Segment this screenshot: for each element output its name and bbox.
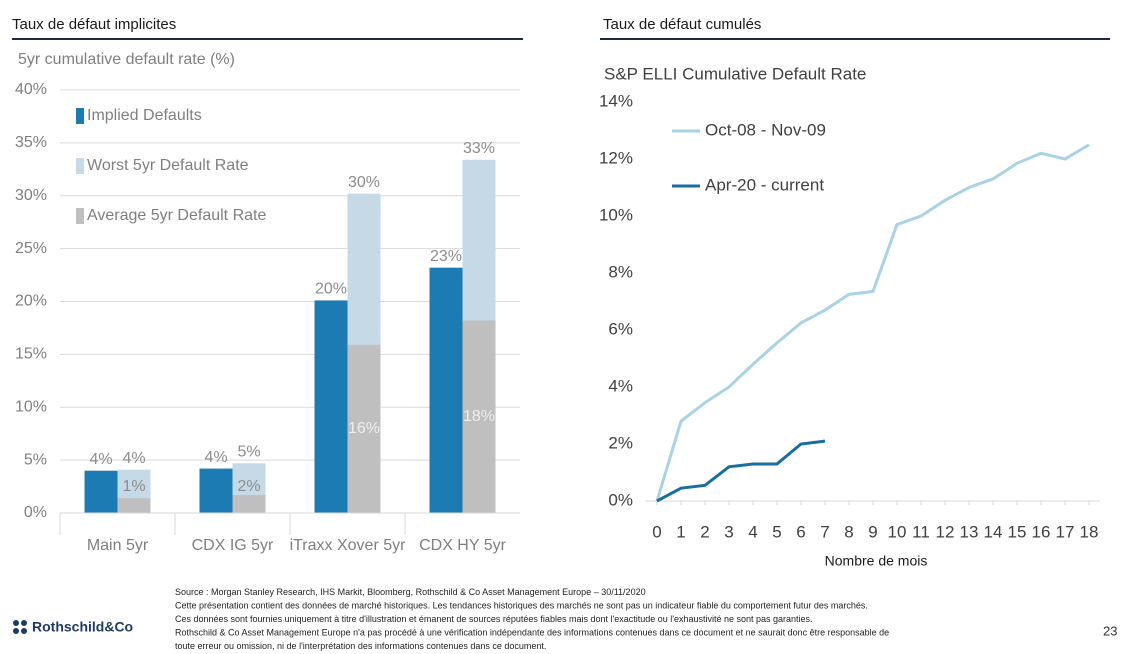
data-label: 4%: [204, 449, 227, 466]
footnote: Source : Morgan Stanley Research, IHS Ma…: [175, 587, 646, 597]
footnote: Cette présentation contient des données …: [175, 601, 868, 611]
x-tick-label: 3: [724, 522, 733, 541]
bar: [429, 267, 463, 513]
x-tick-label: 18: [1080, 522, 1099, 541]
x-tick-label: CDX HY 5yr: [419, 537, 507, 554]
logo-text: Rothschild&Co: [32, 619, 133, 635]
y-tick-label: 12%: [599, 148, 633, 167]
y-tick-label: 25%: [15, 240, 47, 257]
data-label: 5%: [237, 444, 260, 461]
x-axis-label: Nombre de mois: [825, 553, 928, 569]
x-tick-label: 7: [820, 522, 829, 541]
data-label: 4%: [122, 450, 145, 467]
y-tick-label: 0%: [24, 504, 47, 521]
y-tick-label: 4%: [608, 376, 633, 395]
x-tick-label: 12: [936, 522, 955, 541]
x-tick-label: iTraxx Xover 5yr: [290, 537, 407, 554]
x-tick-label: 9: [868, 522, 877, 541]
panel-title: Taux de défaut implicites: [12, 16, 176, 33]
bar: [117, 498, 151, 513]
legend-label: Average 5yr Default Rate: [87, 207, 266, 224]
footnote: Rothschild & Co Asset Management Europe …: [175, 628, 889, 638]
footnote: Ces données sont fournies uniquement à t…: [175, 614, 813, 624]
logo: Rothschild&Co: [13, 619, 133, 635]
x-tick-label: 1: [676, 522, 685, 541]
legend-label: Implied Defaults: [87, 107, 202, 124]
x-tick-label: 15: [1008, 522, 1027, 541]
panel-title: Taux de défaut cumulés: [603, 16, 761, 33]
data-label: 33%: [463, 140, 495, 157]
bar: [199, 468, 233, 513]
line-series: [656, 439, 826, 503]
x-tick-label: 17: [1056, 522, 1075, 541]
data-label: 20%: [315, 281, 347, 298]
data-label: 23%: [430, 248, 462, 265]
data-label: 4%: [89, 451, 112, 468]
x-tick-label: 16: [1032, 522, 1051, 541]
y-tick-label: 2%: [608, 433, 633, 452]
y-tick-label: 8%: [608, 262, 633, 281]
y-tick-label: 5%: [24, 451, 47, 468]
y-tick-label: 20%: [15, 293, 47, 310]
x-tick-label: 8: [844, 522, 853, 541]
y-tick-label: 15%: [15, 346, 47, 363]
page-number: 23: [1103, 623, 1117, 638]
x-tick-label: 4: [748, 522, 757, 541]
data-label: 16%: [348, 420, 380, 437]
data-label: 2%: [237, 478, 260, 495]
x-tick-label: 13: [960, 522, 979, 541]
y-tick-label: 35%: [15, 134, 47, 151]
bar: [314, 300, 348, 513]
legend-label: Apr-20 - current: [705, 175, 824, 194]
x-tick-label: 14: [984, 522, 1003, 541]
x-tick-label: 2: [700, 522, 709, 541]
legend-swatch: [76, 208, 84, 224]
data-label: 30%: [348, 174, 380, 191]
legend-swatch: [76, 158, 84, 174]
y-tick-label: 14%: [599, 91, 633, 110]
bar: [347, 344, 381, 513]
x-tick-label: CDX IG 5yr: [192, 537, 274, 554]
legend-label: Worst 5yr Default Rate: [87, 157, 249, 174]
x-tick-label: 5: [772, 522, 781, 541]
y-tick-label: 10%: [15, 398, 47, 415]
x-tick-label: 11: [912, 522, 930, 541]
y-tick-label: 10%: [599, 205, 633, 224]
bar: [84, 470, 118, 513]
data-label: 1%: [122, 478, 145, 495]
footnote: toute erreur ou omission, ni de l'interp…: [175, 641, 546, 651]
x-tick-label: 0: [652, 522, 661, 541]
y-tick-label: 30%: [15, 187, 47, 204]
legend-swatch: [76, 108, 84, 124]
data-label: 18%: [463, 408, 495, 425]
line-series: [655, 143, 1090, 502]
chart-title: 5yr cumulative default rate (%): [18, 51, 235, 68]
bar: [462, 320, 496, 513]
x-tick-label: 6: [796, 522, 805, 541]
y-tick-label: 6%: [608, 319, 633, 338]
chart-title: S&P ELLI Cumulative Default Rate: [604, 64, 866, 83]
x-tick-label: 10: [888, 522, 907, 541]
bar: [232, 495, 266, 513]
y-tick-label: 0%: [608, 490, 633, 509]
y-tick-label: 40%: [15, 81, 47, 98]
legend-label: Oct-08 - Nov-09: [705, 120, 826, 139]
x-tick-label: Main 5yr: [87, 537, 149, 554]
